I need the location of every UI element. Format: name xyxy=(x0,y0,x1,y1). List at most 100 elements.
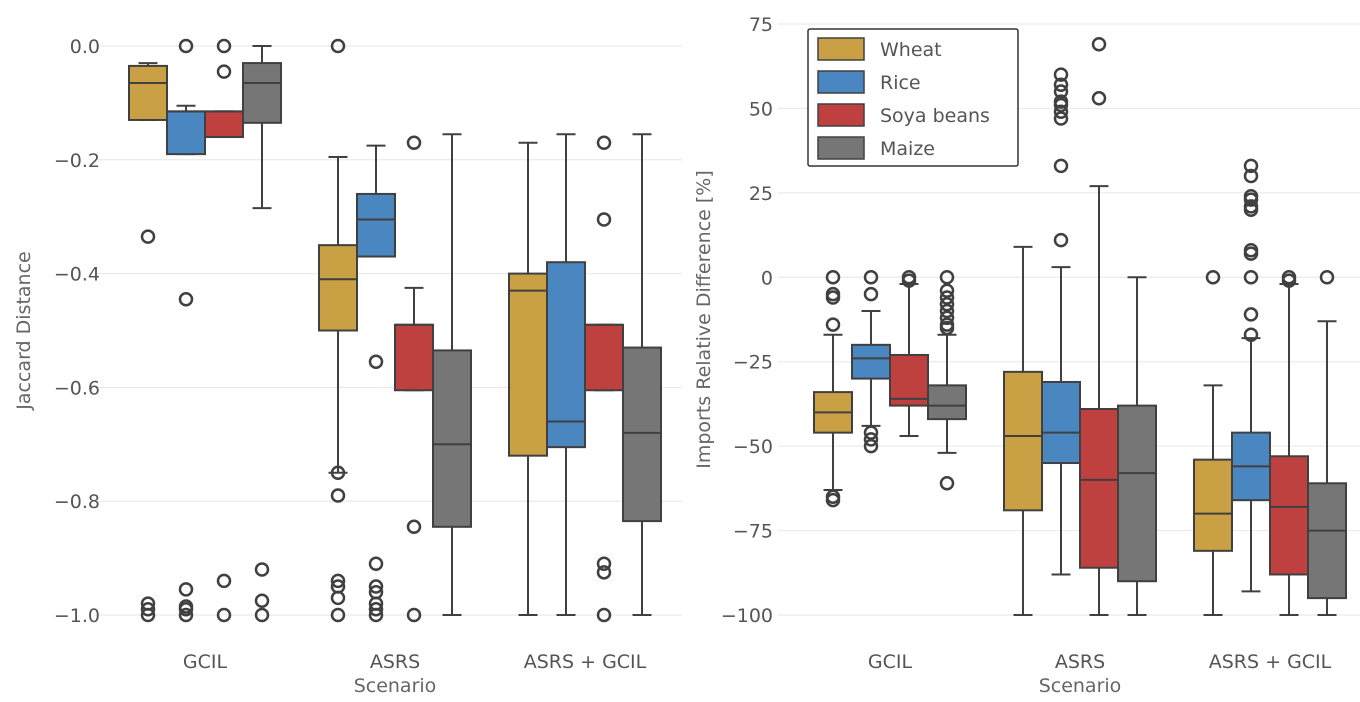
legend-label: Maize xyxy=(880,138,935,160)
outlier-point xyxy=(939,297,955,312)
outlier-point xyxy=(140,602,156,617)
outlier-point xyxy=(1053,77,1069,93)
outlier-point xyxy=(939,476,955,491)
box-soya-beans xyxy=(1079,37,1119,616)
box-maize xyxy=(242,45,282,623)
iqr-box xyxy=(1193,458,1233,552)
legend-swatch xyxy=(817,37,865,61)
outlier-point xyxy=(216,64,232,79)
box-maize xyxy=(622,133,662,616)
outlier-point xyxy=(1053,84,1069,99)
outlier-point xyxy=(939,310,955,326)
y-tick-label: −0.8 xyxy=(54,491,100,513)
outlier-point xyxy=(596,212,612,227)
box-soya-beans xyxy=(394,135,434,623)
outlier-point xyxy=(368,579,384,594)
outlier-point xyxy=(1243,270,1259,285)
x-tick-label: GCIL xyxy=(868,651,913,673)
outlier-point xyxy=(140,607,156,623)
y-tick-label: 0 xyxy=(761,267,773,289)
box-soya-beans xyxy=(584,135,624,623)
box-wheat xyxy=(128,62,168,623)
outlier-point xyxy=(330,607,346,623)
outlier-point xyxy=(1053,232,1069,248)
y-tick-label: 75 xyxy=(749,14,773,36)
iqr-box xyxy=(508,272,548,457)
iqr-box xyxy=(1307,482,1347,600)
iqr-box xyxy=(318,244,358,332)
outlier-point xyxy=(1243,168,1259,184)
outlier-point xyxy=(596,556,612,572)
legend-swatch xyxy=(817,136,865,160)
outlier-point xyxy=(254,562,270,577)
iqr-box xyxy=(1079,407,1119,569)
outlier-point xyxy=(1091,37,1107,52)
outlier-point xyxy=(939,320,955,336)
outlier-point xyxy=(140,229,156,244)
iqr-box xyxy=(204,110,244,139)
legend-label: Wheat xyxy=(880,39,942,61)
iqr-box xyxy=(128,64,168,121)
iqr-box xyxy=(1003,370,1043,512)
outlier-point xyxy=(254,607,270,623)
box-maize xyxy=(1307,270,1347,616)
outlier-point xyxy=(825,317,841,332)
outlier-point xyxy=(178,291,194,307)
outlier-point xyxy=(1243,307,1259,322)
jaccard-distance-panel: 0.0 −0.2 −0.4 −0.6 −0.8 −1.0 GCIL ASRS ASRS + GC… xyxy=(13,36,682,697)
y-tick-label: −1.0 xyxy=(54,605,100,627)
iqr-box xyxy=(356,192,396,258)
x-axis-label: Scenario xyxy=(1039,675,1122,697)
iqr-box xyxy=(927,384,967,421)
outlier-point xyxy=(863,432,879,447)
outlier-point xyxy=(1319,270,1335,285)
outlier-point xyxy=(1053,67,1069,82)
iqr-box xyxy=(166,110,206,156)
x-tick-label: ASRS xyxy=(370,651,420,673)
outlier-point xyxy=(406,607,422,623)
x-tick-label: ASRS xyxy=(1055,651,1105,673)
outlier-point xyxy=(330,573,346,589)
outlier-point xyxy=(330,488,346,503)
outlier-point xyxy=(1205,270,1221,285)
outlier-point xyxy=(330,590,346,606)
outlier-point xyxy=(368,607,384,623)
y-tick-label: −0.4 xyxy=(54,264,100,286)
outlier-point xyxy=(216,38,232,54)
outlier-point xyxy=(825,270,841,285)
box-soya-beans xyxy=(889,270,929,438)
outlier-point xyxy=(406,519,422,535)
x-tick-label: ASRS + GCIL xyxy=(1209,651,1332,673)
outlier-point xyxy=(1053,111,1069,126)
outlier-point xyxy=(863,438,879,454)
legend-swatch xyxy=(817,103,865,127)
outlier-point xyxy=(1243,188,1259,204)
legend-label: Soya beans xyxy=(880,105,990,127)
outlier-point xyxy=(863,286,879,302)
outlier-point xyxy=(939,290,955,305)
outlier-point xyxy=(825,492,841,508)
outlier-point xyxy=(178,582,194,597)
box-wheat xyxy=(813,270,853,508)
box-wheat xyxy=(1193,270,1233,616)
outlier-point xyxy=(863,270,879,285)
box-maize xyxy=(927,270,967,491)
outlier-point xyxy=(1243,199,1259,214)
outlier-point xyxy=(596,607,612,623)
outlier-point xyxy=(1243,158,1259,174)
y-tick-label: −100 xyxy=(721,605,773,627)
y-tick-label: 25 xyxy=(749,183,773,205)
legend-label: Rice xyxy=(880,72,921,94)
outlier-point xyxy=(178,602,194,617)
box-rice xyxy=(546,133,586,616)
outlier-point xyxy=(368,602,384,617)
y-tick-label: −0.6 xyxy=(54,377,100,399)
iqr-box xyxy=(889,353,929,407)
box-rice xyxy=(1231,158,1271,593)
outlier-point xyxy=(1053,104,1069,120)
box-rice xyxy=(166,38,206,623)
box-wheat xyxy=(318,38,358,623)
iqr-box xyxy=(432,349,472,528)
box-wheat xyxy=(1003,245,1043,616)
y-tick-label: 50 xyxy=(749,98,773,120)
